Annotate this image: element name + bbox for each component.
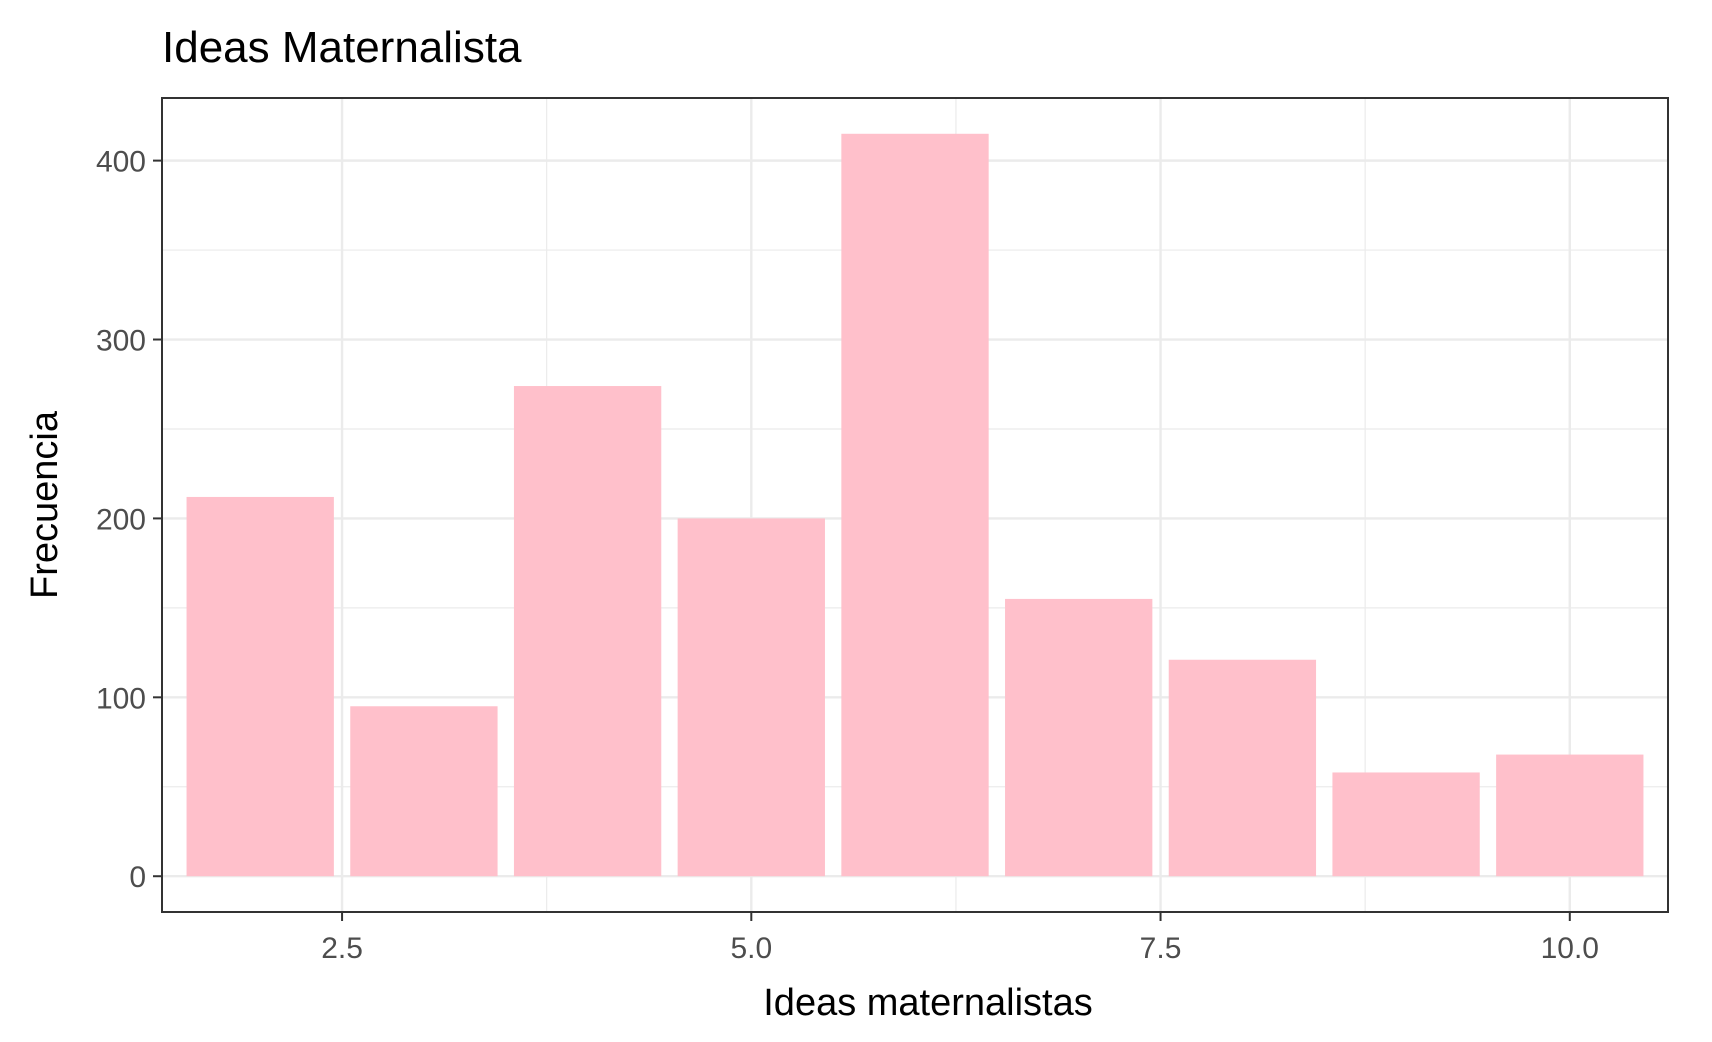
y-tick-label: 400 [96,146,146,179]
y-tick-label: 0 [129,861,146,894]
x-axis: 2.5 5.0 7.5 10.0 [321,912,1599,965]
x-tick-label: 2.5 [321,932,363,965]
x-tick-label: 5.0 [730,932,772,965]
y-tick-label: 200 [96,503,146,536]
x-tick-label: 10.0 [1541,932,1599,965]
bars [186,133,1644,877]
bar [841,133,989,877]
bar [513,386,662,877]
y-axis: 0 100 200 300 400 [96,146,162,894]
bar [1332,772,1480,877]
bar [677,518,825,877]
y-axis-title: Frecuencia [24,410,66,599]
y-tick-label: 100 [96,682,146,715]
bar [1496,754,1644,877]
plot-panel-border [161,97,1669,913]
chart-title: Ideas Maternalista [162,23,522,72]
bar [1005,598,1153,877]
y-tick-label: 300 [96,325,146,358]
bar [186,496,334,877]
bar [350,706,498,877]
bar [1168,659,1317,877]
x-tick-label: 7.5 [1140,932,1182,965]
x-axis-title: Ideas maternalistas [763,982,1093,1024]
